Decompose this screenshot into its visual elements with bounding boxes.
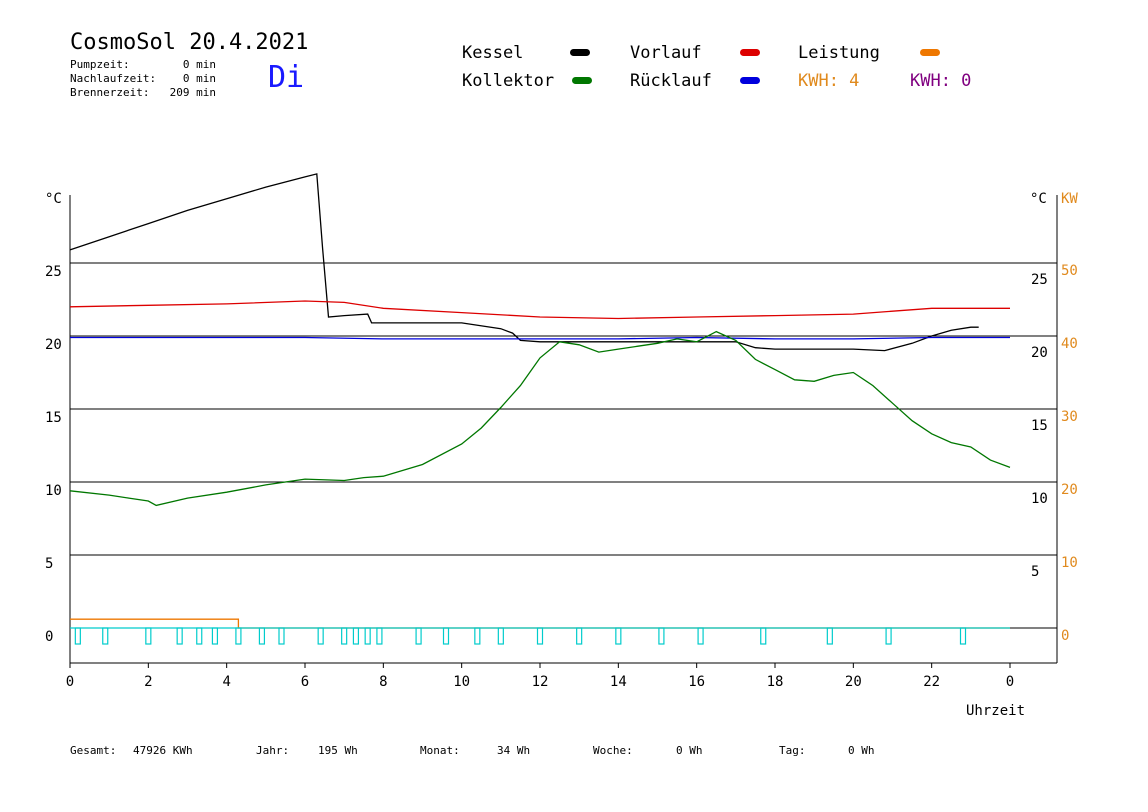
footer-value: 195 Wh: [318, 744, 358, 757]
x-tick-label: 20: [845, 674, 862, 690]
footer-value: 47926 KWh: [133, 744, 193, 757]
pulse-mark: [615, 627, 622, 645]
series-line-rcklauf: [70, 336, 1010, 340]
pulse-mark: [235, 627, 242, 645]
legend-swatch-ruecklauf: [740, 77, 760, 84]
series-line-kollektor: [69, 330, 1011, 507]
x-tick-label: 2: [144, 674, 152, 690]
stat-label: Pumpzeit:: [70, 58, 130, 71]
pulse-mark: [176, 627, 183, 645]
left-tick-label: 5: [45, 556, 53, 572]
legend-label-vorlauf: Vorlauf: [630, 43, 702, 63]
pulse-mark: [697, 627, 704, 645]
footer-label: Jahr:: [256, 744, 290, 757]
series-line-vorlauf: [69, 300, 1010, 320]
series-layer: [69, 173, 1011, 629]
x-axis-title: Uhrzeit: [966, 703, 1025, 719]
pulse-mark: [317, 627, 324, 645]
footer-label: Tag:: [779, 744, 806, 757]
pulse-layer: [70, 627, 1010, 645]
footer-value: 0 Wh: [848, 744, 875, 757]
pulse-mark: [352, 627, 360, 645]
left-tick-label: 15: [45, 410, 62, 426]
stat-label: Nachlaufzeit:: [70, 72, 157, 85]
legend-swatch-leistung: [920, 49, 940, 56]
pulse-mark: [576, 627, 583, 645]
power-tick-label: 40: [1061, 336, 1078, 352]
pulse-mark: [278, 627, 285, 645]
pulse-mark: [341, 627, 348, 645]
page-title: CosmoSol 20.4.2021: [70, 30, 309, 55]
pulse-mark: [102, 627, 109, 645]
kwh-value-2: KWH: 0: [910, 71, 972, 91]
right-tick-label: 5: [1031, 564, 1039, 580]
legend-swatch-kollektor: [572, 77, 592, 84]
x-tick-label: 18: [767, 674, 784, 690]
x-tick-label: 8: [379, 674, 387, 690]
x-tick-label: 14: [610, 674, 627, 690]
x-tick-label: 16: [688, 674, 705, 690]
legend-label-kollektor: Kollektor: [462, 71, 555, 91]
pulse-mark: [211, 627, 219, 645]
x-tick-label: 0: [66, 674, 74, 690]
stat-value: 0 min: [182, 58, 216, 71]
power-tick-label: 20: [1061, 482, 1078, 498]
pulse-mark: [474, 627, 481, 645]
pulse-mark: [145, 627, 152, 645]
pulse-mark: [415, 627, 422, 645]
right-unit-label: °C: [1030, 191, 1047, 207]
pulse-mark: [885, 627, 892, 645]
left-tick-label: 20: [45, 337, 62, 353]
x-tick-label: 22: [923, 674, 940, 690]
footer-value: 34 Wh: [497, 744, 531, 757]
footer-label: Woche:: [593, 744, 633, 757]
legend-label-kessel: Kessel: [462, 43, 524, 63]
stat-value: 0 min: [182, 72, 216, 85]
left-tick-label: 0: [45, 629, 53, 645]
power-tick-label: 30: [1061, 409, 1078, 425]
pulse-mark: [497, 627, 504, 645]
power-tick-label: 50: [1061, 263, 1078, 279]
x-tick-label: 4: [222, 674, 230, 690]
legend-swatch-vorlauf: [740, 49, 760, 56]
pulse-mark: [258, 627, 266, 645]
kwh-value-1: KWH: 4: [798, 71, 860, 91]
legend-label-ruecklauf: Rücklauf: [630, 71, 712, 91]
series-line-kessel: [69, 173, 979, 352]
series-line-leistung: [70, 618, 1010, 629]
stat-label: Brennerzeit:: [70, 86, 150, 99]
footer-label: Gesamt:: [70, 744, 117, 757]
weekday-label: Di: [268, 60, 305, 95]
right-tick-label: 20: [1031, 345, 1048, 361]
footer-label: Monat:: [420, 744, 460, 757]
left-tick-label: 25: [45, 264, 62, 280]
x-tick-label: 0: [1006, 674, 1014, 690]
pulse-mark: [536, 627, 544, 645]
pulse-mark: [826, 627, 833, 645]
legend-swatch-kessel: [570, 49, 590, 56]
pulse-mark: [196, 627, 203, 645]
pulse-mark: [74, 627, 81, 645]
right-tick-label: 25: [1031, 272, 1048, 288]
pulse-mark: [658, 627, 665, 645]
footer-value: 0 Wh: [676, 744, 703, 757]
pulse-mark: [376, 627, 383, 645]
pulse-mark: [442, 627, 450, 645]
power-tick-label: 10: [1061, 555, 1078, 571]
legend-label-leistung: Leistung: [798, 43, 880, 63]
stat-value: 209 min: [169, 86, 216, 99]
pulse-mark: [959, 627, 967, 645]
right-tick-label: 10: [1031, 491, 1048, 507]
x-tick-label: 6: [301, 674, 309, 690]
pulse-mark: [364, 627, 371, 645]
power-tick-label: 0: [1061, 628, 1069, 644]
left-tick-label: 10: [45, 483, 62, 499]
right-tick-label: 15: [1031, 418, 1048, 434]
x-tick-label: 12: [532, 674, 549, 690]
power-unit-label: KW: [1061, 191, 1078, 207]
left-unit-label: °C: [45, 191, 62, 207]
pulse-mark: [760, 627, 767, 645]
x-tick-label: 10: [453, 674, 470, 690]
